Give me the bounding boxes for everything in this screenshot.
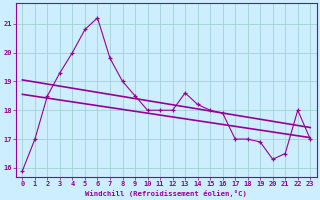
X-axis label: Windchill (Refroidissement éolien,°C): Windchill (Refroidissement éolien,°C)	[85, 190, 247, 197]
